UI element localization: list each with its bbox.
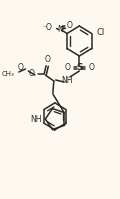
Text: O: O bbox=[64, 63, 70, 72]
Text: O: O bbox=[67, 21, 73, 30]
Text: CH₃: CH₃ bbox=[1, 71, 14, 77]
Text: Cl: Cl bbox=[96, 28, 105, 37]
Text: +: + bbox=[61, 25, 65, 30]
Text: O: O bbox=[18, 63, 24, 72]
Text: S: S bbox=[76, 63, 83, 72]
Text: O: O bbox=[88, 63, 94, 72]
Text: NH: NH bbox=[61, 76, 73, 85]
Text: N: N bbox=[57, 25, 63, 34]
Text: NH: NH bbox=[30, 114, 42, 124]
Text: O: O bbox=[44, 55, 50, 63]
Text: O: O bbox=[29, 69, 34, 78]
Text: ⁻O: ⁻O bbox=[43, 23, 53, 32]
